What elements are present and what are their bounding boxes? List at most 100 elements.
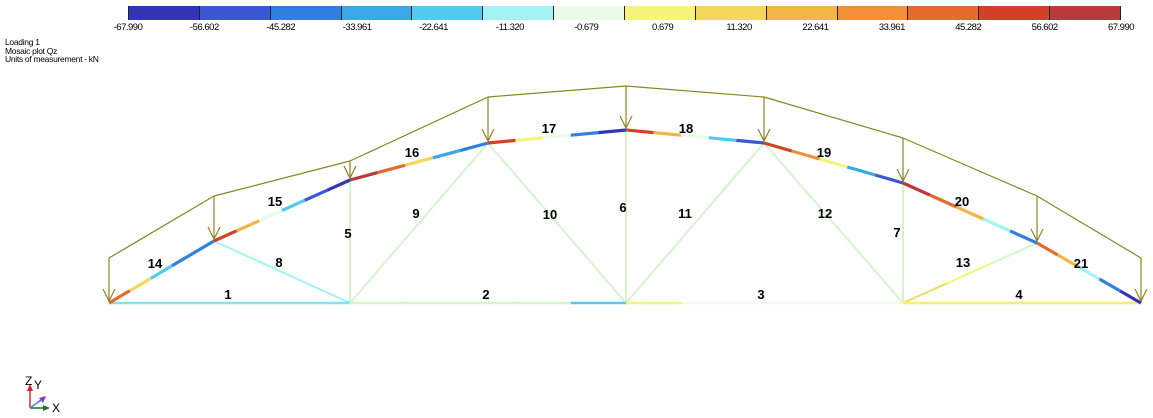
scale-tick-label: 22.641 [802, 22, 829, 33]
scale-swatch [554, 6, 626, 20]
element-label: 8 [275, 255, 282, 270]
element-label: 20 [955, 194, 969, 209]
scale-tick-label: 33.961 [878, 22, 906, 33]
element-label: 7 [893, 225, 900, 240]
load-arrow-head [481, 128, 495, 143]
top-member-19 [846, 165, 876, 177]
load-arrow-head [1030, 228, 1044, 243]
scale-tick-label: -56.602 [190, 22, 219, 33]
units-label: Units of measurement - kN [5, 54, 99, 64]
top-member-14 [150, 264, 173, 280]
element-label: 4 [1015, 287, 1023, 302]
color-scale-ticks: -67.990 -56.602 -45.282 -33.961 -22.641 -11.3… [0, 22, 1153, 36]
element-label: 13 [956, 255, 970, 270]
load-envelope [625, 85, 765, 98]
web-member-10 [487, 142, 627, 304]
load-envelope [108, 195, 215, 259]
top-member-14 [108, 289, 131, 305]
load-arrow-head [757, 128, 771, 143]
element-label: 12 [818, 206, 832, 221]
element-label: 21 [1074, 256, 1088, 271]
element-label: 5 [344, 226, 351, 241]
top-member-21 [1098, 277, 1121, 293]
plot-info: Loading 1 Mosaic plot Qz Units of measur… [5, 38, 99, 64]
scale-swatch [1050, 6, 1122, 20]
scale-swatch [128, 6, 200, 20]
scale-tick-label: -11.320 [495, 22, 525, 33]
top-member-16 [349, 171, 379, 182]
element-label: 6 [619, 200, 626, 215]
axis-y-label: Y [34, 378, 42, 392]
top-member-14 [129, 276, 152, 292]
load-envelope [213, 160, 351, 197]
load-envelope [487, 85, 627, 98]
scale-tick-label: -67.990 [113, 22, 143, 33]
top-member-14 [192, 239, 215, 255]
top-member-18 [653, 131, 682, 137]
scale-tick-label: 11.320 [726, 22, 752, 33]
scale-swatch [483, 6, 555, 20]
load-arrow-head [343, 165, 357, 180]
scale-tick-label: 67.990 [1107, 22, 1135, 33]
element-label: 11 [678, 206, 692, 221]
scale-swatch [908, 6, 980, 20]
scale-swatch [766, 6, 838, 20]
top-member-15 [213, 229, 238, 243]
top-member-20 [982, 217, 1011, 233]
load-arrow-head [102, 288, 116, 303]
scale-tick-label: -45.282 [266, 22, 296, 33]
top-member-19 [874, 173, 904, 185]
scale-swatch [341, 6, 413, 20]
top-member-17 [515, 136, 544, 142]
top-member-21 [1077, 265, 1101, 281]
load-envelope [763, 96, 904, 139]
color-scale-bar [128, 6, 1122, 20]
element-label: 18 [679, 121, 693, 136]
scale-tick-label: -0.679 [574, 22, 599, 33]
axis-z-label: Z [25, 374, 32, 388]
scale-tick-label: 45.282 [955, 22, 982, 33]
top-member-18 [681, 133, 709, 140]
web-member-13 [991, 242, 1038, 264]
top-member-15 [304, 188, 328, 202]
load-envelope [902, 137, 1038, 197]
web-member-12 [763, 142, 904, 304]
top-member-16 [459, 141, 489, 152]
scale-tick-label: 0.679 [652, 22, 674, 33]
scale-swatch [979, 6, 1051, 20]
element-label: 1 [224, 287, 231, 302]
web-member-9 [349, 142, 489, 304]
top-member-18 [625, 128, 654, 135]
loading-label: Loading 1 [5, 37, 40, 47]
top-member-21 [1036, 241, 1059, 257]
top-member-15 [236, 219, 260, 233]
scale-swatch [695, 6, 767, 20]
top-member-14 [171, 252, 194, 268]
element-label: 2 [482, 287, 489, 302]
top-member-20 [902, 181, 931, 197]
axis-icon [27, 384, 50, 411]
load-envelope [349, 96, 489, 162]
top-member-19 [763, 141, 793, 153]
top-member-17 [543, 133, 571, 140]
top-member-19 [819, 157, 848, 169]
element-label: 14 [148, 256, 163, 271]
top-member-17 [487, 138, 516, 145]
web-member-13 [902, 282, 949, 304]
web-member-11 [625, 142, 765, 304]
top-member-16 [432, 148, 461, 160]
axis-x-label: X [52, 401, 60, 415]
top-member-16 [404, 156, 434, 167]
scale-swatch [270, 6, 342, 20]
top-chord [108, 128, 1142, 305]
top-member-15 [326, 178, 351, 192]
web-members [213, 130, 1038, 304]
load-arrow-head [896, 168, 910, 183]
load-arrow-head [1134, 288, 1148, 303]
scale-tick-label: -22.641 [419, 22, 448, 33]
element-label: 10 [543, 207, 557, 222]
load-envelope [1036, 195, 1142, 259]
top-member-17 [570, 131, 599, 137]
